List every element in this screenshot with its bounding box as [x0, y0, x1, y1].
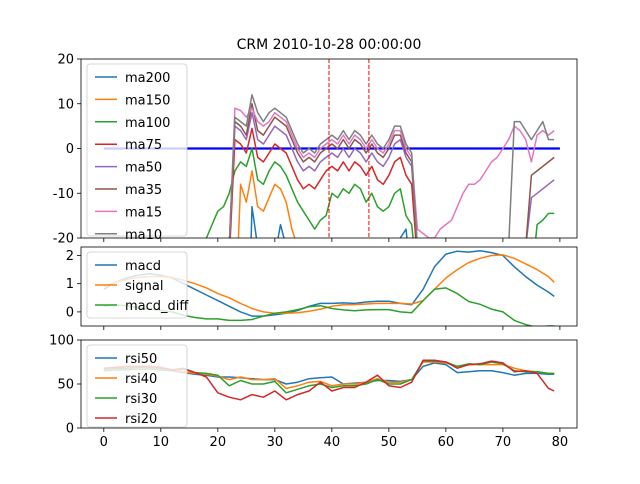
x-tick-label: 0	[100, 435, 108, 450]
legend: ma200 ma150 ma100 ma75 ma50 ma35 ma15 ma10	[86, 63, 188, 243]
y-tick-label: -20	[53, 232, 74, 247]
y-tick-label: 2	[66, 249, 74, 264]
legend-label-ma200: ma200	[125, 71, 170, 86]
legend-label-signal: signal	[125, 279, 163, 294]
x-tick-label: 80	[552, 435, 569, 450]
legend-label-rsi20: rsi20	[125, 412, 157, 427]
legend-label-rsi30: rsi30	[125, 392, 157, 407]
x-tick-label: 50	[381, 435, 398, 450]
y-tick-label: 100	[49, 334, 74, 349]
legend: macd signal macd_diff	[86, 251, 189, 319]
macd-panel: 0 1 2 macd signal macd_diff	[66, 246, 578, 330]
x-tick-label: 70	[495, 435, 512, 450]
legend-label-ma75: ma75	[125, 138, 162, 153]
legend-box	[86, 344, 188, 428]
y-tick-label: -10	[53, 187, 74, 202]
y-tick-label: 10	[57, 97, 74, 112]
y-tick-label: 50	[57, 378, 74, 393]
chart-title: CRM 2010-10-28 00:00:00	[237, 37, 422, 53]
y-tick-label: 0	[66, 142, 74, 157]
legend-label-ma15: ma15	[125, 205, 162, 220]
axes-frame	[80, 246, 578, 327]
y-tick-label: 20	[57, 53, 74, 68]
y-tick-label: 0	[66, 422, 74, 437]
legend-label-ma100: ma100	[125, 116, 170, 131]
legend-label-ma10: ma10	[125, 228, 162, 243]
legend-label-macd_diff: macd_diff	[125, 299, 189, 314]
legend-box	[86, 251, 188, 319]
legend-label-rsi50: rsi50	[125, 352, 157, 367]
x-tick-label: 40	[324, 435, 341, 450]
y-tick-label: 0	[66, 305, 74, 320]
x-tick-label: 10	[153, 435, 170, 450]
legend-label-ma35: ma35	[125, 183, 162, 198]
legend: rsi50 rsi40 rsi30 rsi20	[86, 344, 188, 428]
legend-box	[86, 63, 188, 237]
legend-label-ma50: ma50	[125, 161, 162, 176]
series-line-ma15	[228, 107, 555, 238]
moving-average-panel: -20-1001020ma200ma150ma100ma75ma50ma35ma…	[53, 53, 578, 247]
legend-label-ma150: ma150	[125, 93, 170, 108]
legend-label-macd: macd	[125, 259, 161, 274]
y-tick-label: 1	[66, 277, 74, 292]
x-tick-label: 20	[210, 435, 227, 450]
x-tick-label: 60	[438, 435, 455, 450]
legend-label-rsi40: rsi40	[125, 372, 157, 387]
x-tick-label: 30	[267, 435, 284, 450]
